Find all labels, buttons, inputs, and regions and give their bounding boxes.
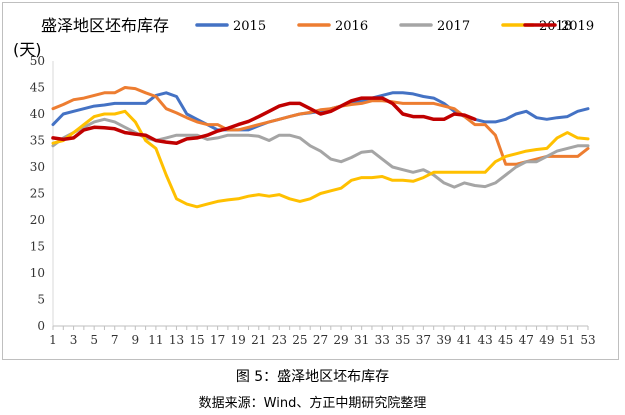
y-tick-label: 30 [30,160,45,174]
legend-label-2017: 2017 [437,19,470,34]
x-tick-label: 5 [90,333,98,347]
x-tick-label: 13 [169,333,184,347]
x-tick-label: 39 [436,333,451,347]
y-tick-label: 15 [30,240,45,254]
x-tick-label: 7 [111,333,119,347]
y-tick-label: 45 [30,81,45,95]
chart-title: 盛泽地区坯布库存 [41,16,169,35]
x-tick-label: 27 [313,333,328,347]
legend: 20152016201720182019 [195,19,594,34]
series-line-2017 [51,117,590,189]
x-tick-label: 25 [292,333,307,347]
y-tick-label: 20 [30,213,45,227]
x-tick-label: 1 [49,333,57,347]
y-tick-label: 25 [30,187,45,201]
figure-caption: 图 5：盛泽地区坯布库存 [235,369,390,385]
x-tick-label: 11 [148,333,163,347]
legend-label-2015: 2015 [233,19,266,34]
x-tick-label: 15 [189,333,204,347]
x-tick-label: 19 [231,333,246,347]
x-tick-label: 51 [560,333,575,347]
legend-label-2019: 2019 [561,19,594,34]
x-tick-label: 41 [457,333,472,347]
x-tick-label: 23 [272,333,287,347]
y-tick-label: 40 [30,107,45,121]
x-tick-label: 53 [580,333,595,347]
x-tick-label: 49 [539,333,554,347]
legend-label-2016: 2016 [335,19,368,34]
x-tick-label: 47 [519,333,534,347]
x-tick-label: 37 [416,333,431,347]
line-chart: 盛泽地区坯布库存 (天) 20152016201720182019 051015… [13,16,596,347]
y-axis-label: (天) [13,40,42,59]
y-tick-label: 50 [30,54,45,68]
y-tick-label: 5 [37,293,45,307]
x-tick-label: 3 [70,333,78,347]
series-line-2019 [51,96,477,145]
x-tick-label: 21 [251,333,266,347]
y-tick-label: 35 [30,134,45,148]
series-line-2016 [51,86,590,166]
x-tick-label: 35 [395,333,410,347]
x-axis: 1 3 5 7 9 11 13 15 17 19 21 23 25 27 29 31 33 35 37 39 41 43 4… [49,325,596,347]
source-caption: 数据来源：Wind、方正中期研究院整理 [198,396,427,411]
series-line-2015 [51,91,590,132]
x-tick-label: 31 [354,333,369,347]
chart-frame: 盛泽地区坯布库存 (天) 20152016201720182019 051015… [2,2,619,360]
x-tick-label: 17 [210,333,225,347]
y-tick-label: 10 [30,266,45,280]
x-tick-label: 45 [498,333,513,347]
series-line-2018 [51,109,590,209]
y-axis: 0 5 10 15 20 25 30 35 40 45 50 [30,54,54,333]
x-tick-label: 43 [477,333,492,347]
x-tick-label: 29 [333,333,348,347]
x-tick-label: 33 [375,333,390,347]
y-tick-label: 0 [37,319,45,333]
x-tick-label: 9 [131,333,139,347]
series-layer [51,86,590,209]
